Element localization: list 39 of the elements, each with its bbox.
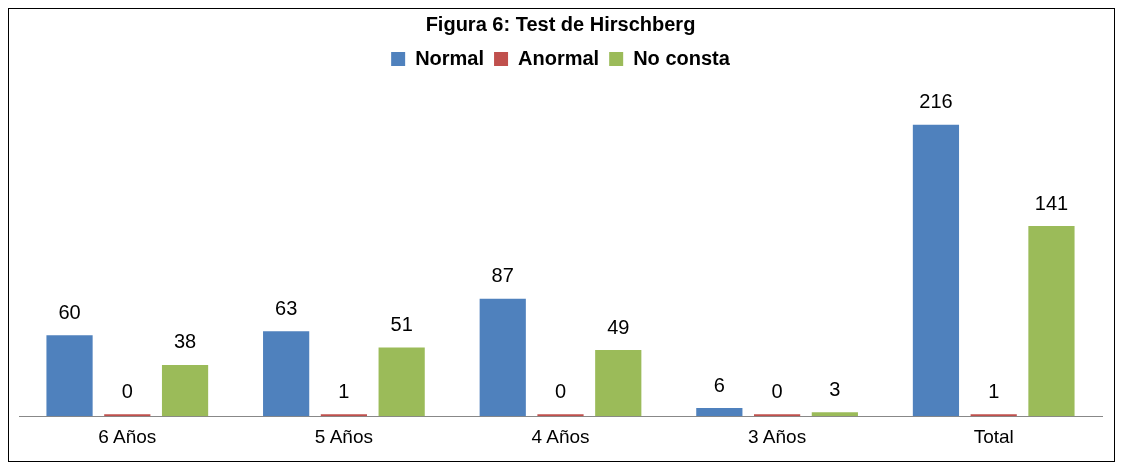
x-tick-label: 4 Años (531, 425, 590, 447)
chart-title: Figura 6: Test de Hirschberg (425, 12, 696, 35)
data-label: 6 (713, 373, 725, 396)
legend-label: Anormal (518, 46, 600, 69)
bar (161, 364, 209, 417)
bar (378, 347, 425, 417)
data-label: 141 (1034, 191, 1069, 214)
bar (320, 414, 367, 417)
data-label: 60 (58, 300, 81, 323)
data-label: 0 (121, 379, 133, 402)
data-label: 0 (554, 379, 567, 402)
data-label: 3 (829, 377, 841, 400)
data-label: 0 (771, 379, 783, 402)
data-label: 87 (491, 264, 514, 287)
bar (537, 414, 584, 417)
bar (1028, 226, 1075, 417)
data-label: 38 (173, 330, 197, 353)
data-label: 63 (275, 296, 298, 319)
bar (970, 414, 1017, 417)
bar (263, 331, 310, 417)
data-label: 216 (919, 90, 953, 113)
x-tick-label: 6 Años (98, 425, 157, 447)
data-label: 51 (390, 312, 413, 335)
x-tick-label: 5 Años (314, 425, 373, 447)
bar (696, 408, 743, 417)
x-tick-label: 3 Años (748, 425, 807, 447)
bar (912, 124, 960, 417)
x-tick-label: Total (973, 425, 1014, 447)
bar (479, 298, 526, 417)
legend-label: Normal (415, 46, 485, 69)
bar (46, 335, 93, 417)
bar (595, 350, 642, 417)
data-label: 49 (607, 315, 630, 338)
bar (104, 414, 151, 417)
data-label: 1 (338, 379, 350, 402)
data-label: 1 (988, 379, 1000, 402)
bar (754, 414, 801, 417)
legend-label: No consta (633, 46, 731, 69)
bar (811, 412, 858, 417)
